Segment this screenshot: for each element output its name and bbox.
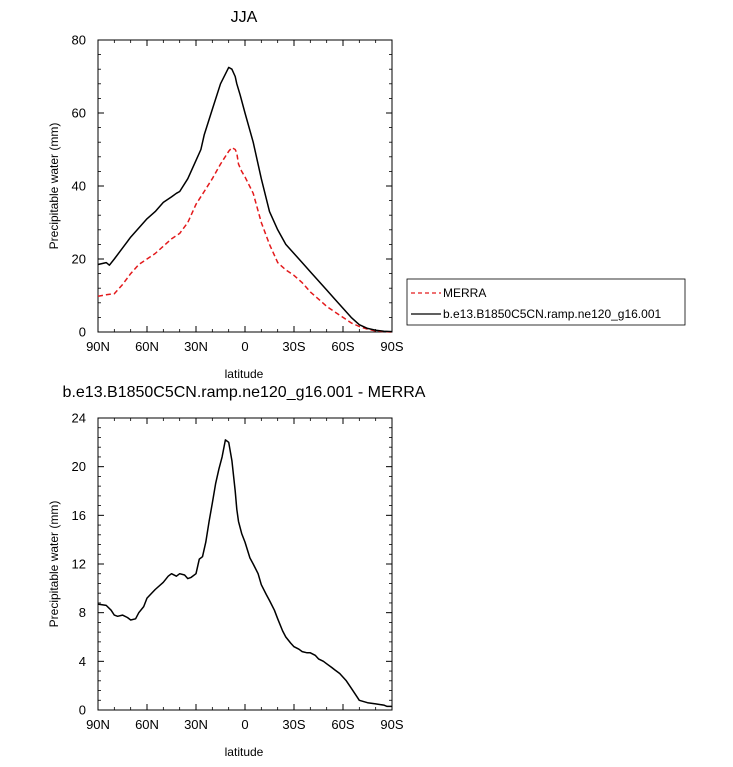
series-top — [97, 66, 393, 333]
y-tick-label-bottom: 8 — [79, 605, 86, 620]
y-tick-label-top: 20 — [72, 252, 86, 267]
series-bottom — [97, 439, 392, 708]
x-tick-label-bottom: 0 — [241, 717, 248, 732]
series-line-top-0 — [97, 146, 393, 333]
x-axis-label-top: latitude — [225, 367, 264, 381]
x-tick-label-top: 0 — [241, 339, 248, 354]
plot-frame-top — [97, 39, 393, 333]
legend: MERRA b.e13.B1850C5CN.ramp.ne120_g16.001 — [406, 278, 686, 326]
x-tick-label-bottom: 30N — [184, 717, 208, 732]
chart-title-top: JJA — [231, 9, 258, 26]
x-tick-label-bottom: 30S — [282, 717, 305, 732]
y-tick-label-bottom: 0 — [79, 703, 86, 718]
y-tick-label-bottom: 20 — [72, 459, 86, 474]
x-tick-label-top: 90S — [380, 339, 403, 354]
y-axis-label-top: Precipitable water (mm) — [47, 123, 61, 250]
y-tick-label-bottom: 16 — [72, 508, 86, 523]
plot-frame-bottom — [97, 417, 393, 711]
legend-label-merra: MERRA — [443, 286, 486, 300]
x-tick-label-bottom: 90N — [86, 717, 110, 732]
legend-box — [406, 278, 686, 326]
x-tick-label-top: 60S — [331, 339, 354, 354]
x-tick-label-bottom: 90S — [380, 717, 403, 732]
y-axis-label-bottom: Precipitable water (mm) — [47, 501, 61, 628]
legend-label-model: b.e13.B1850C5CN.ramp.ne120_g16.001 — [443, 307, 661, 321]
y-tick-label-top: 80 — [72, 33, 86, 48]
x-tick-label-top: 30N — [184, 339, 208, 354]
ticks-bottom: 90N 60N 30N 0 30S 60S 90S 0 4 8 12 16 20 24 — [72, 411, 404, 733]
x-tick-label-top: 60N — [135, 339, 159, 354]
x-tick-label-top: 90N — [86, 339, 110, 354]
y-tick-label-bottom: 4 — [79, 654, 86, 669]
series-line-bottom-0 — [97, 439, 392, 708]
y-tick-label-top: 0 — [79, 325, 86, 340]
panel-top: JJA 90N 60N 30N 0 30S 60S 90S 0 20 40 60 80 latitud… — [47, 9, 404, 381]
ticks-top: 90N 60N 30N 0 30S 60S 90S 0 20 40 60 80 — [72, 33, 404, 355]
panel-bottom: b.e13.B1850C5CN.ramp.ne120_g16.001 - MER… — [47, 384, 426, 759]
y-tick-label-top: 60 — [72, 106, 86, 121]
x-tick-label-bottom: 60N — [135, 717, 159, 732]
x-axis-label-bottom: latitude — [225, 745, 264, 759]
series-line-top-1 — [97, 66, 393, 333]
y-tick-label-bottom: 12 — [72, 557, 86, 572]
x-tick-label-top: 30S — [282, 339, 305, 354]
y-tick-label-bottom: 24 — [72, 411, 86, 426]
x-tick-label-bottom: 60S — [331, 717, 354, 732]
chart-title-bottom: b.e13.B1850C5CN.ramp.ne120_g16.001 - MER… — [63, 384, 426, 401]
y-tick-label-top: 40 — [72, 179, 86, 194]
